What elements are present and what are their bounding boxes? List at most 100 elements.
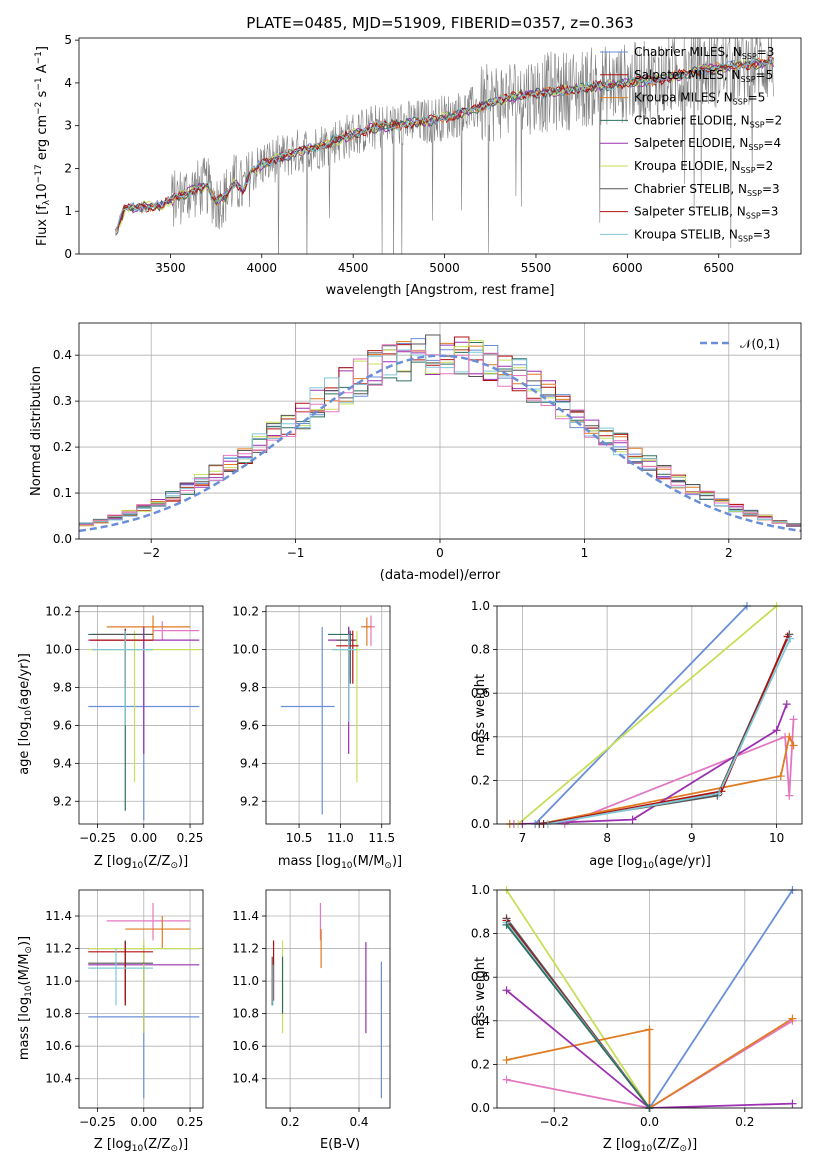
spectrum-title: PLATE=0485, MJD=51909, FIBERID=0357, z=0… — [246, 14, 633, 32]
residuals-xlabel: (data-model)/error — [380, 568, 501, 583]
spectrum-xtick-label: 5000 — [429, 261, 460, 275]
weight-vs-z-line — [505, 890, 651, 1108]
residuals-xtick-label: −1 — [287, 546, 305, 560]
spectrum-xtick-label: 6500 — [703, 261, 734, 275]
spectrum-data-line — [115, 38, 774, 254]
mass-vs-ebv-frame — [265, 889, 391, 1109]
weight-vs-age-frame — [496, 605, 803, 825]
age-vs-z-ytick-label: 9.4 — [53, 756, 72, 770]
weight-vs-age-ytick-label: 0.8 — [471, 643, 490, 657]
residuals-xtick-label: 0 — [436, 546, 444, 560]
residuals-ytick-label: 0.2 — [53, 440, 72, 454]
age-vs-mass-plot: 10.5 11.0 11.5 9.2 9.4 9.6 9.8 10.0 10.2 — [232, 605, 395, 845]
gaussian-curve — [79, 354, 801, 533]
age-vs-z-ytick-label: 10.2 — [45, 605, 72, 619]
weight-vs-z-marker — [502, 986, 511, 995]
weight-vs-age-line — [513, 606, 748, 824]
weight-vs-z-line — [648, 890, 794, 1108]
residual-histogram — [79, 344, 801, 526]
spectrum-plot: 3500 4000 4500 5000 5500 6000 6500 0 1 2 3 4 5 — [64, 33, 802, 275]
mass-vs-z-xtick-label: −0.25 — [79, 1115, 116, 1129]
spectrum-xtick-label: 3500 — [155, 261, 186, 275]
residuals-ytick-label: 0.1 — [53, 486, 72, 500]
weight-vs-age-marker — [785, 732, 794, 741]
mass-vs-ebv-ytick-label: 11.4 — [232, 909, 259, 923]
weight-vs-z-ytick-label: 0.0 — [471, 1101, 490, 1115]
residuals-ylabel: Normed distribution — [29, 366, 44, 496]
spectrum-ytick-label: 4 — [64, 76, 72, 90]
spectrum-ytick-label: 2 — [64, 161, 72, 175]
weight-vs-age-ytick-label: 0.2 — [471, 773, 490, 787]
mass-vs-z-ylabel: mass [log10(M/M⊙)] — [17, 936, 34, 1060]
mass-vs-z-ytick-label: 10.4 — [45, 1072, 72, 1086]
weight-vs-z-frame — [496, 889, 803, 1109]
age-vs-mass-ytick-label: 9.6 — [240, 718, 259, 732]
weight-vs-age-line — [522, 703, 788, 824]
spectrum-ylabel: Flux [fλ10−17 erg cm−2 s−1 A−1] — [34, 46, 52, 246]
age-vs-z-frame — [78, 605, 204, 825]
weight-vs-age-ylabel: mass weight — [473, 674, 488, 756]
weight-vs-age-marker — [789, 715, 798, 724]
mass-vs-z-grid — [79, 890, 203, 1108]
residuals-plot: −2 −1 0 1 2 0.0 0.1 0.2 0.3 0.4 — [53, 322, 802, 560]
residuals-ytick-label: 0.3 — [53, 394, 72, 408]
residuals-xtick-label: −2 — [142, 546, 160, 560]
weight-vs-age-marker — [714, 789, 723, 798]
residuals-marks — [79, 334, 801, 533]
mass-vs-ebv-grid — [266, 890, 390, 1108]
weight-vs-z-marker — [502, 920, 511, 929]
weight-vs-age-xtick-label: 10 — [769, 831, 784, 845]
weight-vs-age-plot: 7 8 9 10 0.0 0.2 0.4 0.6 0.8 1.0 — [471, 599, 803, 845]
mass-vs-ebv-ytick-label: 11.0 — [232, 974, 259, 988]
age-vs-mass-frame — [265, 605, 391, 825]
mass-vs-z-xlabel: Z [log10(Z/Z⊙)] — [94, 1137, 188, 1154]
weight-vs-age-marker — [786, 634, 795, 643]
spectrum-xtick-label: 4000 — [247, 261, 278, 275]
spectrum-legend-label: Salpeter MILES, NSSP=5 — [634, 68, 773, 84]
spectrum-ytick-label: 5 — [64, 33, 72, 47]
weight-vs-z-marker — [645, 1025, 654, 1034]
age-vs-z-ytick-label: 9.2 — [53, 794, 72, 808]
weight-vs-z-line — [506, 1020, 793, 1108]
spectrum-legend-label: Kroupa STELIB, NSSP=3 — [634, 227, 771, 243]
spectrum-ytick-label: 1 — [64, 204, 72, 218]
spectrum-legend-label: Kroupa MILES, NSSP=5 — [634, 91, 765, 107]
age-vs-mass-marks — [280, 615, 376, 815]
mass-vs-ebv-ytick-label: 10.4 — [232, 1072, 259, 1086]
spectrum-legend-label: Chabrier MILES, NSSP=3 — [634, 45, 774, 61]
mass-vs-z-ytick-label: 10.8 — [45, 1007, 72, 1021]
weight-vs-age-xlabel: age [log10(age/yr)] — [589, 854, 711, 871]
weight-vs-age-marker — [785, 791, 794, 800]
weight-vs-age-ytick-label: 0.4 — [471, 730, 490, 744]
spectrum-legend-label: Kroupa ELODIE, NSSP=2 — [634, 159, 773, 175]
weight-vs-z-xtick-label: −0.2 — [540, 1115, 569, 1129]
age-vs-z-xtick-label: −0.25 — [79, 831, 116, 845]
weight-vs-z-line — [505, 989, 793, 1108]
spectrum-xlabel: wavelength [Angstrom, rest frame] — [326, 283, 555, 298]
residual-histogram — [79, 334, 801, 527]
weight-vs-age-ytick-label: 0.0 — [471, 817, 490, 831]
age-vs-z-xlabel: Z [log10(Z/Z⊙)] — [94, 854, 188, 871]
spectrum-ytick-label: 3 — [64, 119, 72, 133]
spectrum-legend-label: Chabrier ELODIE, NSSP=2 — [634, 113, 782, 129]
weight-vs-z-line — [506, 1017, 793, 1108]
weight-vs-age-xtick-label: 7 — [519, 831, 527, 845]
residuals-xtick-label: 1 — [581, 546, 589, 560]
spectrum-legend-label: Salpeter STELIB, NSSP=3 — [634, 205, 778, 221]
weight-vs-age-marker — [776, 772, 785, 781]
weight-vs-z-ytick-label: 0.8 — [471, 927, 490, 941]
weight-vs-z-marks — [505, 890, 794, 1108]
spectrum-model-line — [115, 56, 774, 234]
age-vs-z-ytick-label: 9.8 — [53, 681, 72, 695]
weight-vs-age-line — [517, 606, 778, 824]
weight-vs-age-marker — [628, 815, 637, 824]
age-vs-mass-xtick-label: 11.0 — [327, 831, 354, 845]
age-vs-mass-ytick-label: 9.8 — [240, 681, 259, 695]
weight-vs-z-ytick-label: 0.6 — [471, 970, 490, 984]
mass-vs-ebv-ytick-label: 10.8 — [232, 1007, 259, 1021]
age-vs-z-plot: −0.25 0.00 0.25 9.2 9.4 9.6 9.8 10.0 10.2 — [45, 605, 203, 845]
mass-vs-ebv-xtick-label: 0.4 — [349, 1115, 368, 1129]
age-vs-mass-xtick-label: 10.5 — [286, 831, 313, 845]
age-vs-mass-grid — [266, 606, 390, 824]
mass-vs-z-xtick-label: 0.00 — [130, 1115, 157, 1129]
